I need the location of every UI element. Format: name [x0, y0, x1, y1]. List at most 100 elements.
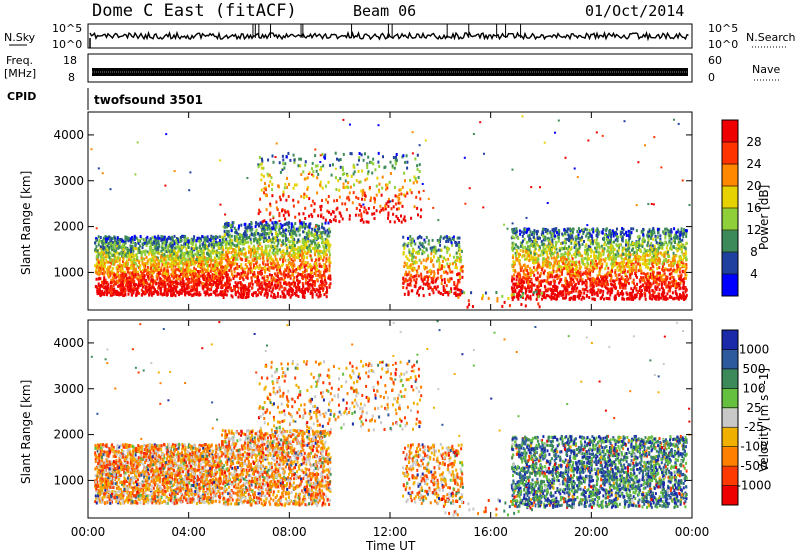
pwr-cell: [244, 231, 247, 235]
pwr-cell: [135, 247, 138, 251]
pwr-cell: [271, 227, 274, 231]
pwr-cell: [244, 255, 247, 259]
pwr-cell: [447, 257, 450, 261]
pwr-cell: [159, 276, 162, 280]
pwr-cell: [226, 279, 228, 282]
pwr-cell: [280, 285, 283, 288]
pwr-cell: [183, 262, 186, 266]
pwr-cell: [159, 286, 162, 290]
pwr-cell: [297, 295, 300, 298]
pwr-cell: [311, 227, 314, 231]
pwr-cell: [433, 245, 436, 249]
pwr-cell: [263, 219, 266, 223]
pwr-cell: [263, 236, 265, 240]
pwr-cell: [311, 288, 314, 292]
pwr-cell: [210, 259, 213, 263]
pwr-cell: [281, 240, 284, 244]
pwr-cell: [230, 289, 233, 293]
pwr-cell: [262, 166, 265, 170]
pwr-cell: [314, 249, 316, 253]
pwr-cell: [199, 237, 202, 241]
pwr-cell: [105, 251, 108, 255]
pwr-cell: [303, 244, 306, 248]
pwr-cell: [322, 216, 325, 220]
pwr-cell: [252, 253, 255, 256]
pwr-cell: [347, 181, 350, 185]
pwr-cell: [250, 276, 253, 280]
pwr-cell: [423, 277, 426, 281]
pwr-cell: [225, 258, 228, 262]
pwr-cell: [627, 249, 630, 252]
pwr-cell: [433, 250, 436, 254]
pwr-cell: [272, 260, 275, 263]
pwr-cell: [460, 265, 463, 269]
pwr-cell: [334, 151, 337, 155]
pwr-cell: [249, 255, 252, 259]
pwr-cell: [437, 257, 440, 261]
pwr-cell: [253, 266, 256, 270]
pwr-cell: [152, 286, 155, 290]
pwr-cell: [246, 291, 249, 295]
pwr-cell: [228, 282, 231, 286]
pwr-cell: [212, 290, 215, 294]
pwr-cell: [180, 269, 183, 273]
pwr-cell: [109, 281, 112, 285]
pwr-cell: [103, 236, 106, 240]
pwr-cell: [210, 241, 213, 245]
pwr-cell: [268, 227, 271, 231]
pwr-cell: [328, 285, 331, 289]
pwr-cell: [151, 256, 154, 260]
pwr-cell: [102, 284, 104, 288]
pwr-cell: [648, 228, 651, 232]
pwr-cell: [456, 284, 459, 288]
pwr-cell: [257, 293, 260, 297]
pwr-cell: [227, 280, 230, 284]
pwr-cell: [233, 286, 236, 290]
pwr-cell: [152, 291, 155, 295]
pwr-cell: [326, 238, 329, 242]
freq-panel-frame: [87, 53, 693, 83]
pwr-cell: [300, 173, 303, 176]
pwr-cell: [150, 250, 153, 254]
pwr-cell: [156, 273, 158, 277]
pwr-cell: [221, 235, 224, 239]
pwr-cell: [304, 237, 307, 241]
pwr-cell: [192, 272, 194, 276]
pwr-cell: [169, 241, 172, 245]
pwr-cell: [156, 277, 159, 281]
pwr-cell: [156, 291, 159, 295]
pwr-cell: [299, 273, 302, 276]
pwr-cell: [237, 290, 240, 294]
pwr-cell: [217, 271, 220, 275]
pwr-cell: [115, 280, 118, 284]
pwr-cell: [314, 236, 317, 240]
pwr-cell: [449, 262, 452, 266]
pwr-cell: [166, 282, 169, 286]
pwr-cell: [313, 228, 316, 232]
pwr-cell: [221, 250, 224, 254]
noise-trace: [89, 24, 689, 48]
pwr-cell: [315, 169, 318, 173]
pwr-cell: [664, 227, 667, 231]
pwr-cell: [248, 246, 251, 250]
pwr-cell: [450, 239, 452, 243]
pwr-cell: [156, 275, 159, 279]
pwr-cell: [308, 247, 311, 251]
noise-left-tick-top: 10^5: [52, 22, 82, 35]
pwr-cell: [450, 277, 453, 281]
pwr-cell: [314, 241, 317, 245]
pwr-cell: [123, 263, 126, 267]
pwr-cell: [240, 233, 243, 237]
pwr-cell: [434, 279, 437, 282]
pwr-cell: [277, 241, 280, 245]
pwr-cell: [183, 274, 186, 278]
pwr-cell: [238, 224, 240, 228]
pwr-cell: [390, 207, 393, 211]
pwr-cell: [210, 255, 213, 259]
pwr-cell: [410, 216, 413, 220]
pwr-cell: [414, 242, 417, 246]
pwr-cell: [321, 186, 324, 190]
pwr-cell: [303, 177, 306, 181]
pwr-cell: [209, 287, 212, 291]
pwr-cell: [206, 276, 209, 280]
